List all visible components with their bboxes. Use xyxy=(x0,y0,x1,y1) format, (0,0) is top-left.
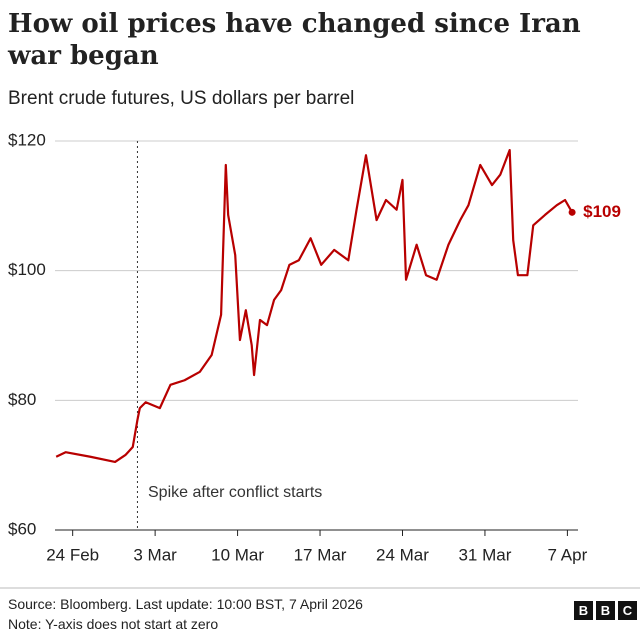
x-tick-label: 3 Mar xyxy=(133,545,177,564)
y-tick-label: $60 xyxy=(8,519,36,538)
chart-subtitle: Brent crude futures, US dollars per barr… xyxy=(8,88,355,109)
y-tick-label: $80 xyxy=(8,390,36,409)
annotation: Spike after conflict starts xyxy=(148,484,323,501)
note: Note: Y-axis does not start at zero xyxy=(8,616,219,632)
x-tick-label: 24 Mar xyxy=(376,545,429,564)
y-tick-label: $100 xyxy=(8,260,46,279)
y-tick-label: $120 xyxy=(8,130,46,149)
end-dot xyxy=(568,208,576,216)
x-tick-label: 7 Apr xyxy=(548,545,588,564)
source: Source: Bloomberg. Last update: 10:00 BS… xyxy=(8,596,363,612)
x-tick-label: 17 Mar xyxy=(294,545,347,564)
logo-block: B xyxy=(596,601,615,620)
logo-block: B xyxy=(574,601,593,620)
logo-block: C xyxy=(618,601,637,620)
chart-title: How oil prices have changed since Iran w… xyxy=(8,9,581,71)
end-label: $109 xyxy=(583,202,621,221)
x-tick-label: 31 Mar xyxy=(458,545,511,564)
x-tick-label: 24 Feb xyxy=(46,545,99,564)
x-tick-label: 10 Mar xyxy=(211,545,264,564)
price-line xyxy=(55,148,574,464)
